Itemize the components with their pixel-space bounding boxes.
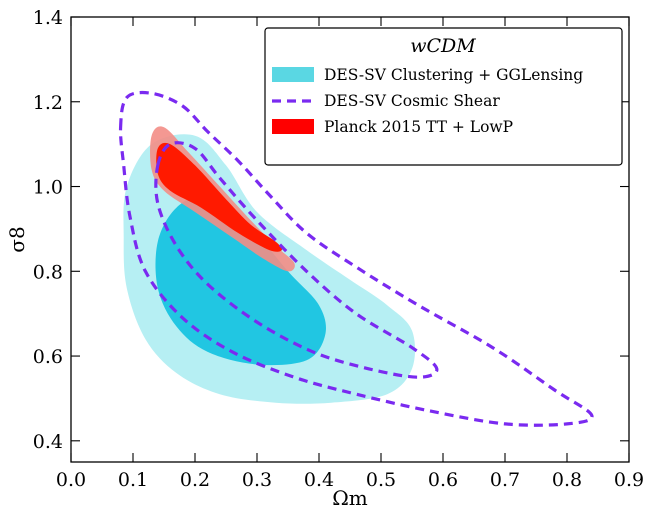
x-tick-label: 0.8 — [552, 469, 582, 491]
y-tick-label: 0.6 — [33, 346, 63, 368]
legend-label-clustering: DES-SV Clustering + GGLensing — [324, 66, 583, 84]
y-tick-label: 0.8 — [33, 261, 63, 283]
legend-title: wCDM — [410, 35, 476, 57]
axes: 0.0 0.1 0.2 0.3 0.4 0.5 0.6 0.7 0.8 0.9 0.4 0.6 0.8 1… — [5, 7, 644, 510]
legend-box — [264, 27, 623, 166]
plot-frame — [70, 16, 630, 463]
x-tick-label: 0.0 — [56, 469, 86, 491]
y-tick-label: 0.4 — [33, 431, 63, 453]
x-tick-label: 0.1 — [118, 469, 148, 491]
y-tick-label: 1.2 — [33, 92, 63, 114]
x-tick-label: 0.3 — [242, 469, 272, 491]
x-tick-label: 0.6 — [428, 469, 458, 491]
x-tick-label: 0.9 — [614, 469, 644, 491]
contour-cosmic-shear-68 — [154, 141, 439, 379]
y-tick-label: 1.0 — [33, 177, 63, 199]
x-tick-label: 0.4 — [304, 469, 334, 491]
legend: wCDM DES-SV Clustering + GGLensing DES-S… — [264, 27, 623, 166]
contour-clustering-68 — [155, 194, 326, 366]
contour-layer — [118, 90, 594, 427]
x-axis-label: Ωm — [332, 486, 368, 510]
legend-swatch-planck — [272, 119, 314, 134]
legend-label-cosmic-shear: DES-SV Cosmic Shear — [324, 92, 500, 110]
contour-cosmic-shear-95 — [118, 90, 594, 427]
y-axis-label: σ8 — [5, 226, 29, 252]
legend-label-planck: Planck 2015 TT + LowP — [324, 118, 513, 136]
contour-planck-68 — [156, 142, 283, 252]
x-tick-label: 0.5 — [366, 469, 396, 491]
legend-swatch-clustering — [272, 67, 314, 82]
x-tick-label: 0.7 — [490, 469, 520, 491]
y-tick-label: 1.4 — [33, 7, 63, 29]
x-tick-label: 0.2 — [180, 469, 210, 491]
